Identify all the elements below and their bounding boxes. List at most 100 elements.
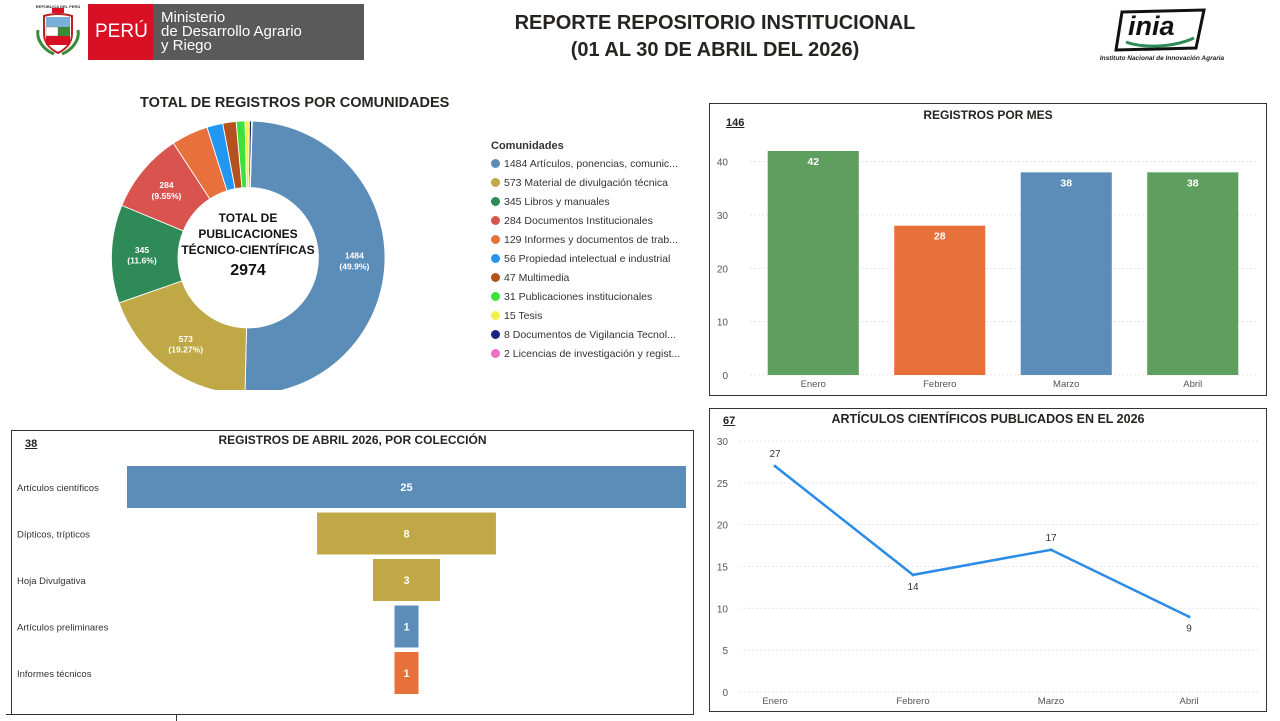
donut-slice: [249, 120, 253, 188]
legend-label: 2 Licencias de investigación y regist...: [504, 348, 681, 360]
y-tick-label: 15: [717, 563, 729, 574]
donut-center-line-1: TOTAL DE: [218, 211, 278, 225]
ministry-line-3: y Riego: [161, 37, 212, 54]
x-tick-label: Abril: [1179, 696, 1198, 707]
monthly-bar-chart: 0 10 20 30 40 42 Enero 28 Febrero 38 Marzo 38 Abril: [717, 151, 1256, 390]
articles-total: 67: [723, 415, 736, 427]
donut-legend: Comunidades 1484 Artículos, ponencias, c…: [491, 140, 701, 364]
legend-label: 345 Libros y manuales: [504, 196, 610, 208]
funnel-value-label: 8: [403, 529, 409, 541]
report-title-line-2: (01 AL 30 DE ABRIL DEL 2026): [570, 39, 860, 61]
inia-logo: inia Instituto Nacional de Innovación Ag…: [1082, 8, 1242, 66]
x-tick-label: Febrero: [896, 696, 929, 707]
y-tick-label: 20: [717, 521, 729, 532]
legend-label: 47 Multimedia: [504, 272, 570, 284]
funnel-bar: [372, 559, 441, 601]
x-tick-label: Marzo: [1053, 379, 1079, 390]
legend-label: 573 Material de divulgación técnica: [504, 177, 669, 189]
x-tick-label: Enero: [762, 696, 787, 707]
legend-label: 56 Propiedad intelectual e industrial: [504, 253, 671, 265]
inia-logo-icon: [1114, 8, 1206, 52]
donut-slice-percent-label: (19.27%): [168, 345, 203, 355]
legend-item[interactable]: 8 Documentos de Vigilancia Tecnol...: [491, 326, 701, 345]
legend-item[interactable]: 284 Documentos Institucionales: [491, 212, 701, 231]
line-value-label: 27: [769, 449, 781, 460]
legend-label: 15 Tesis: [504, 310, 543, 322]
legend-item[interactable]: 56 Propiedad intelectual e industrial: [491, 250, 701, 269]
collection-total: 38: [25, 438, 38, 450]
funnel-bar: [394, 605, 419, 648]
legend-dot-icon: [491, 273, 500, 282]
gov-logo: REPÚBLICA DEL PERÚ PERÚ Ministerio de De…: [28, 4, 364, 60]
articles-line-chart: 0 5 10 15 20 25 30 27 Enero 14 Febrero 17 Marzo 9 Abri…: [717, 437, 1260, 707]
line-point: [773, 464, 777, 468]
legend-label: 31 Publicaciones institucionales: [504, 291, 653, 303]
funnel-bar: [394, 652, 419, 694]
inia-name: Instituto Nacional de Innovación Agraria: [1099, 55, 1225, 62]
legend-item[interactable]: 31 Publicaciones institucionales: [491, 288, 701, 307]
bar: [1020, 172, 1112, 375]
monthly-total: 146: [726, 117, 745, 129]
legend-dot-icon: [491, 197, 500, 206]
donut-slice: [244, 120, 386, 390]
funnel-value-label: 25: [400, 482, 412, 494]
legend-label: 129 Informes y documentos de trab...: [504, 234, 678, 246]
y-tick-label: 5: [722, 646, 728, 657]
shield-caption: REPÚBLICA DEL PERÚ: [35, 4, 81, 9]
donut-slice-value-label: 345: [135, 245, 150, 255]
report-title-line-1: REPORTE REPOSITORIO INSTITUCIONAL: [514, 12, 916, 34]
y-tick-label: 10: [717, 318, 729, 329]
x-tick-label: Febrero: [923, 379, 956, 390]
legend-label: 1484 Artículos, ponencias, comunic...: [504, 158, 678, 170]
y-tick-label: 20: [717, 264, 729, 275]
collection-title: REGISTROS DE ABRIL 2026, POR COLECCIÓN: [218, 433, 487, 447]
funnel-value-label: 3: [403, 575, 409, 587]
collection-funnel-chart: Artículos científicos 25 Dípticos, tríptic…: [17, 466, 686, 694]
legend-dot-icon: [491, 216, 500, 225]
ministry-line-1: Ministerio: [161, 9, 226, 26]
funnel-category-label: Hoja Divulgativa: [17, 576, 86, 587]
donut-slice-value-label: 1484: [345, 251, 364, 261]
bar: [1147, 172, 1239, 375]
donut-chart-title: TOTAL DE REGISTROS POR COMUNIDADES: [140, 95, 450, 111]
inia-logo-text: inia: [1128, 11, 1175, 41]
legend-item[interactable]: 15 Tesis: [491, 307, 701, 326]
legend-item[interactable]: 2 Licencias de investigación y regist...: [491, 345, 701, 364]
x-tick-label: Enero: [801, 379, 826, 390]
bar: [894, 225, 986, 375]
donut-slice-percent-label: (11.6%): [127, 256, 157, 266]
donut-center-total: 2974: [230, 262, 266, 279]
line-series: [774, 465, 1190, 618]
articles-line-title: ARTÍCULOS CIENTÍFICOS PUBLICADOS EN EL 2…: [831, 412, 1145, 426]
peru-shield-icon: [36, 8, 80, 56]
legend-item[interactable]: 129 Informes y documentos de trab...: [491, 231, 701, 250]
funnel-category-label: Artículos científicos: [17, 483, 99, 494]
bar: [767, 151, 859, 375]
y-tick-label: 0: [722, 688, 728, 699]
funnel-category-label: Informes técnicos: [17, 669, 92, 680]
donut-center-line-2: PUBLICACIONES: [198, 227, 298, 241]
bottom-left-tab: [6, 714, 177, 721]
legend-item[interactable]: 573 Material de divulgación técnica: [491, 174, 701, 193]
legend-item[interactable]: 1484 Artículos, ponencias, comunic...: [491, 155, 701, 174]
line-value-label: 9: [1186, 624, 1192, 635]
collection-panel: REGISTROS DE ABRIL 2026, POR COLECCIÓN 3…: [11, 430, 694, 715]
donut-chart: 1484(49.9%) 573(19.27%) 345(11.6%) 284(9.55…: [110, 120, 386, 390]
ministry-line-2: de Desarrollo Agrario: [161, 23, 302, 40]
y-tick-label: 10: [717, 604, 729, 615]
legend-dot-icon: [491, 178, 500, 187]
report-title: REPORTE REPOSITORIO INSTITUCIONAL (01 AL…: [430, 10, 1000, 64]
line-value-label: 14: [907, 582, 919, 593]
donut-slice-percent-label: (49.9%): [339, 262, 369, 272]
donut-center-label: TOTAL DE PUBLICACIONES TÉCNICO-CIENTÍFIC…: [168, 210, 328, 279]
y-tick-label: 25: [717, 479, 729, 490]
bar-value-label: 38: [1187, 177, 1199, 189]
legend-dot-icon: [491, 235, 500, 244]
y-tick-label: 30: [717, 437, 729, 448]
monthly-bar-title: REGISTROS POR MES: [923, 108, 1053, 122]
legend-item[interactable]: 345 Libros y manuales: [491, 193, 701, 212]
legend-label: 284 Documentos Institucionales: [504, 215, 653, 227]
bar-value-label: 42: [807, 156, 819, 168]
donut-center-line-3: TÉCNICO-CIENTÍFICAS: [181, 243, 315, 257]
legend-item[interactable]: 47 Multimedia: [491, 269, 701, 288]
